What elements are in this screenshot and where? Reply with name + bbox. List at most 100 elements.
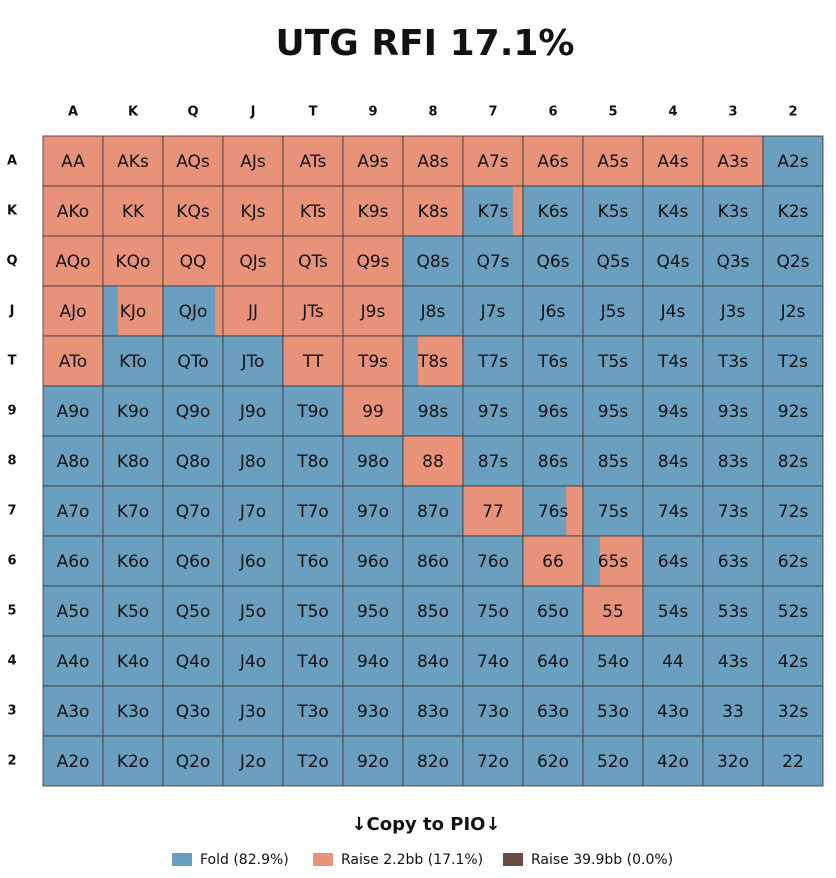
hand-label: 74s bbox=[658, 502, 689, 522]
hand-label: 64o bbox=[537, 652, 569, 672]
hand-label: A5s bbox=[597, 152, 628, 172]
title: UTG RFI 17.1% bbox=[275, 23, 574, 64]
hand-label: JTs bbox=[301, 302, 324, 322]
fold-area bbox=[343, 636, 403, 686]
fold-area bbox=[43, 686, 103, 736]
hand-label: A8s bbox=[417, 152, 448, 172]
fold-area bbox=[523, 236, 583, 286]
raise-area bbox=[463, 136, 523, 186]
range-grid: A K Q J T 9 8 7 6 5 4 3 2 A K Q J T 9 8 7 6 5 4 3 2 AA AKs AQs AJs ATs… bbox=[6, 105, 824, 787]
row-label: A bbox=[7, 154, 17, 169]
fold-area bbox=[163, 286, 223, 336]
fold-area bbox=[583, 336, 643, 386]
hand-label: 87o bbox=[417, 502, 449, 522]
hand-label: JTo bbox=[241, 352, 265, 372]
fold-area bbox=[463, 436, 523, 486]
row-label: 7 bbox=[7, 504, 16, 519]
hand-label: 87s bbox=[478, 452, 509, 472]
fold-area bbox=[763, 636, 823, 686]
column-label: 7 bbox=[488, 105, 497, 120]
legend-label: Raise 39.9bb (0.0%) bbox=[531, 852, 673, 868]
hand-label: 75s bbox=[598, 502, 629, 522]
fold-area bbox=[643, 336, 703, 386]
column-label: 9 bbox=[368, 105, 377, 120]
hand-label: J3o bbox=[239, 702, 266, 722]
column-label: 6 bbox=[548, 105, 557, 120]
copy-button[interactable]: ↓Copy to PIO↓ bbox=[351, 814, 500, 835]
fold-area bbox=[763, 486, 823, 536]
fold-area bbox=[43, 436, 103, 486]
fold-area bbox=[643, 536, 703, 586]
hand-label: Q3s bbox=[716, 252, 749, 272]
fold-area bbox=[643, 686, 703, 736]
raise-area bbox=[523, 536, 583, 586]
hand-label: J2o bbox=[239, 752, 266, 772]
hand-label: 95o bbox=[357, 602, 389, 622]
hand-label: 73s bbox=[718, 502, 749, 522]
fold-area bbox=[763, 586, 823, 636]
hand-label: 54o bbox=[597, 652, 629, 672]
hand-label: T7o bbox=[296, 502, 329, 522]
hand-label: T9o bbox=[296, 402, 329, 422]
hand-label: 72o bbox=[477, 752, 509, 772]
hand-label: 65o bbox=[537, 602, 569, 622]
hand-label: Q8s bbox=[416, 252, 449, 272]
hand-label: 72s bbox=[778, 502, 809, 522]
fold-area bbox=[523, 736, 583, 786]
fold-area bbox=[463, 336, 523, 386]
raise-area bbox=[163, 236, 223, 286]
hand-label: 42s bbox=[778, 652, 809, 672]
hand-label: 62o bbox=[537, 752, 569, 772]
hand-label: 96o bbox=[357, 552, 389, 572]
raise-area bbox=[43, 286, 103, 336]
legend-swatch bbox=[503, 853, 523, 866]
fold-area bbox=[523, 336, 583, 386]
hand-label: T8s bbox=[417, 352, 448, 372]
hand-label: 62s bbox=[778, 552, 809, 572]
fold-area bbox=[763, 736, 823, 786]
fold-area bbox=[703, 336, 763, 386]
hand-label: 53s bbox=[718, 602, 749, 622]
column-label: 4 bbox=[668, 105, 677, 120]
hand-label: A2o bbox=[57, 752, 90, 772]
raise-area bbox=[583, 136, 643, 186]
fold-area bbox=[283, 436, 343, 486]
hand-label: 32o bbox=[717, 752, 749, 772]
raise-area bbox=[403, 436, 463, 486]
hand-label: 52s bbox=[778, 602, 809, 622]
raise-area bbox=[283, 336, 343, 386]
fold-area bbox=[283, 386, 343, 436]
fold-area bbox=[223, 486, 283, 536]
hand-label: A9s bbox=[357, 152, 388, 172]
fold-area bbox=[523, 286, 583, 336]
hand-label: KQs bbox=[176, 202, 210, 222]
hand-label: 94o bbox=[357, 652, 389, 672]
hand-label: 93s bbox=[718, 402, 749, 422]
fold-area bbox=[523, 436, 583, 486]
hand-label: J7s bbox=[480, 302, 506, 322]
raise-area bbox=[223, 136, 283, 186]
hand-label: 64s bbox=[658, 552, 689, 572]
fold-area bbox=[103, 536, 163, 586]
column-label: T bbox=[309, 105, 318, 120]
hand-label: J5o bbox=[239, 602, 266, 622]
raise-area bbox=[163, 136, 223, 186]
hand-label: AKo bbox=[57, 202, 89, 222]
hand-label: 74o bbox=[477, 652, 509, 672]
cell-border bbox=[762, 735, 824, 787]
column-label: Q bbox=[187, 105, 198, 120]
fold-area bbox=[583, 686, 643, 736]
raise-area bbox=[343, 286, 403, 336]
hand-label: K6s bbox=[538, 202, 569, 222]
fold-area bbox=[223, 686, 283, 736]
fold-area bbox=[463, 586, 523, 636]
hand-label: 32s bbox=[778, 702, 809, 722]
fold-area bbox=[103, 486, 163, 536]
fold-area bbox=[43, 386, 103, 436]
hand-label: K2o bbox=[117, 752, 149, 772]
hand-label: A4s bbox=[657, 152, 688, 172]
fold-area bbox=[43, 586, 103, 636]
hand-label: J4o bbox=[239, 652, 266, 672]
hand-label: J3s bbox=[720, 302, 746, 322]
fold-area bbox=[463, 736, 523, 786]
